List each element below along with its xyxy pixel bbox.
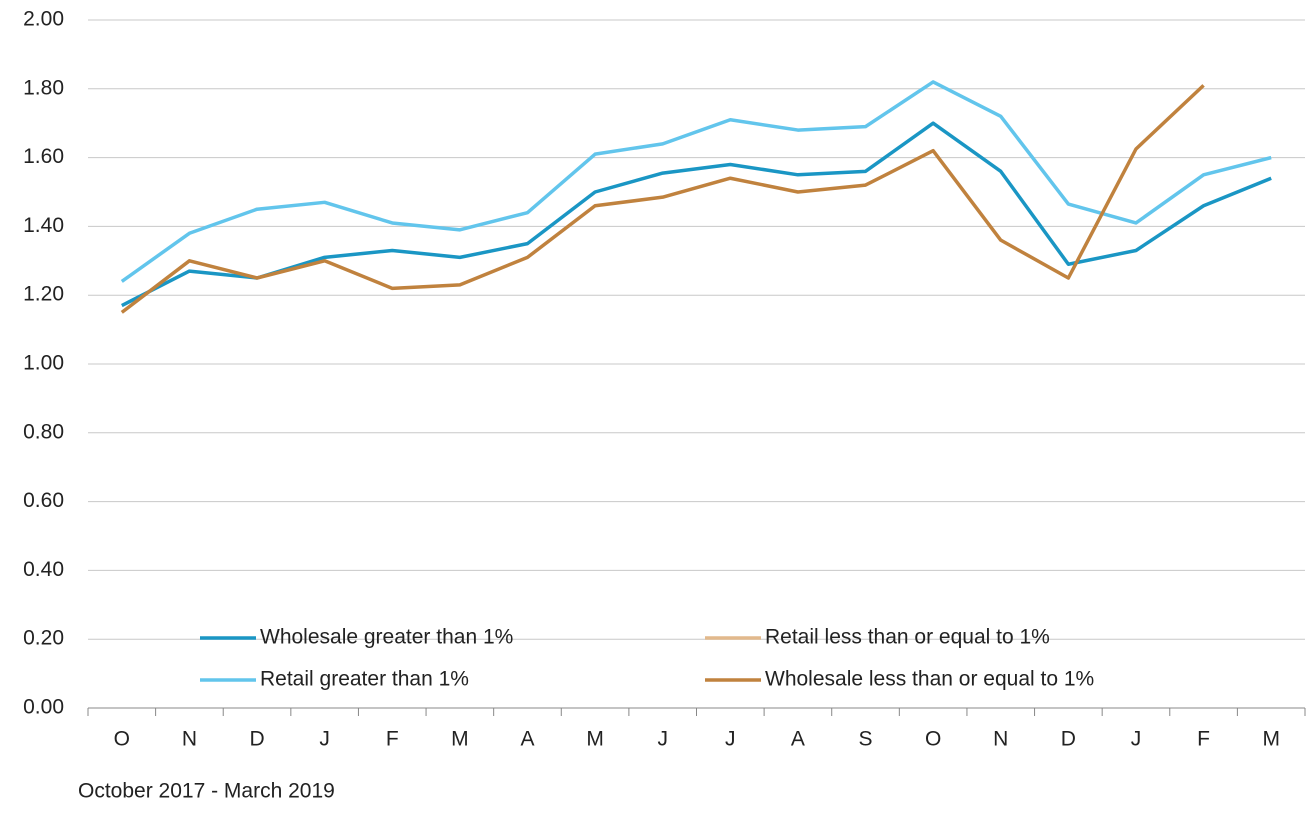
x-tick-label: J <box>725 728 736 751</box>
y-tick-label: 0.40 <box>23 558 64 581</box>
x-tick-label: M <box>451 728 469 751</box>
x-tick-label: M <box>586 728 604 751</box>
x-tick-label: N <box>182 728 197 751</box>
y-tick-label: 2.00 <box>23 8 64 31</box>
y-tick-label: 0.00 <box>23 696 64 719</box>
y-tick-label: 1.40 <box>23 214 64 237</box>
chart-subtitle: October 2017 - March 2019 <box>78 780 335 803</box>
legend-label: Retail less than or equal to 1% <box>765 626 1050 649</box>
x-tick-label: S <box>859 728 873 751</box>
x-tick-label: F <box>386 728 399 751</box>
series-line <box>120 84 1205 314</box>
legend-label: Wholesale less than or equal to 1% <box>765 668 1094 691</box>
legend-label: Wholesale greater than 1% <box>260 626 513 649</box>
x-tick-label: N <box>993 728 1008 751</box>
x-tick-label: O <box>925 728 941 751</box>
y-tick-label: 0.60 <box>23 489 64 512</box>
x-tick-label: M <box>1262 728 1280 751</box>
x-tick-label: J <box>657 728 668 751</box>
y-tick-label: 1.00 <box>23 352 64 375</box>
x-tick-label: O <box>114 728 130 751</box>
series-line <box>120 80 1272 283</box>
legend-label: Retail greater than 1% <box>260 668 469 691</box>
y-tick-label: 1.80 <box>23 76 64 99</box>
y-tick-label: 1.20 <box>23 283 64 306</box>
y-tick-label: 0.20 <box>23 627 64 650</box>
x-tick-label: A <box>520 728 534 751</box>
series-line <box>121 121 1272 308</box>
x-tick-label: D <box>1061 728 1076 751</box>
y-tick-label: 1.60 <box>23 145 64 168</box>
x-tick-label: A <box>791 728 805 751</box>
y-tick-label: 0.80 <box>23 420 64 443</box>
x-tick-label: F <box>1197 728 1210 751</box>
x-tick-label: J <box>1131 728 1142 751</box>
x-tick-label: D <box>249 728 264 751</box>
x-tick-label: J <box>319 728 330 751</box>
